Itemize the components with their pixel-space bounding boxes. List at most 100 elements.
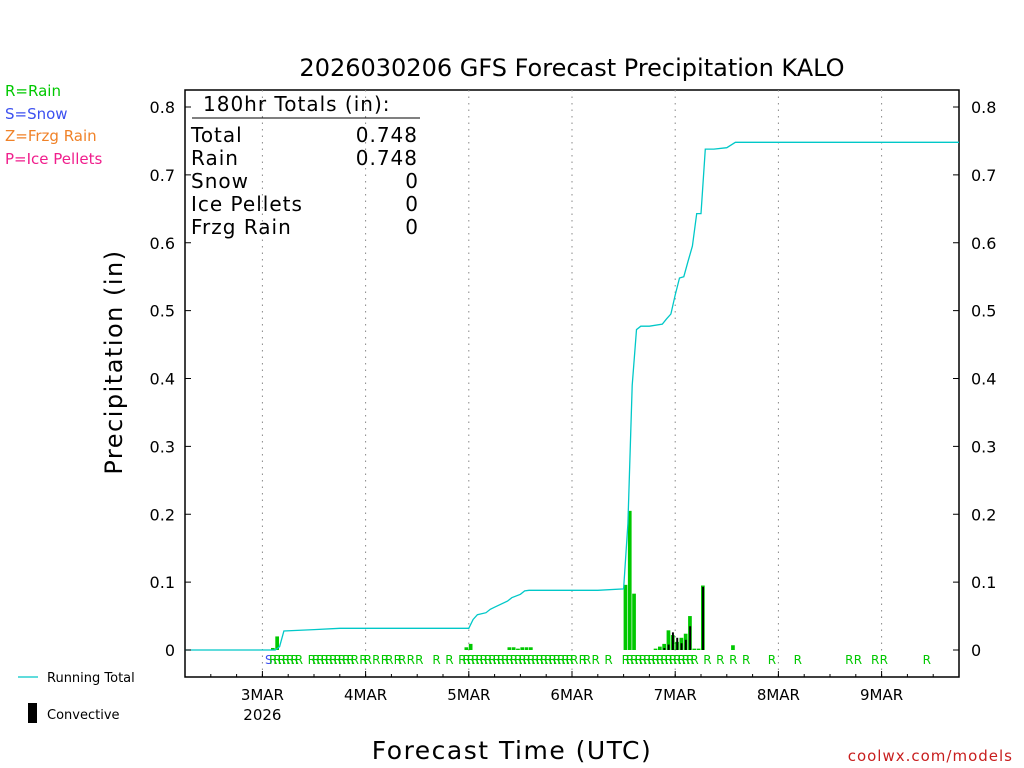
ptype-marker: R xyxy=(871,653,879,667)
ptype-marker: R xyxy=(630,653,638,667)
ptype-marker: R xyxy=(686,653,694,667)
ptype-marker: R xyxy=(643,653,651,667)
ptype-marker: R xyxy=(385,653,393,667)
ptype-marker: R xyxy=(639,653,647,667)
ptype-marker: R xyxy=(351,653,359,667)
convective-bar xyxy=(680,643,683,650)
ptype-marker: R xyxy=(794,653,802,667)
x-tick-label: 6MAR xyxy=(550,686,593,704)
ptype-marker: R xyxy=(462,653,470,667)
y-tick-label-right: 0.3 xyxy=(971,437,996,456)
rain-bar xyxy=(658,646,662,650)
ptype-marker: R xyxy=(604,653,612,667)
x-axis-label: Forecast Time (UTC) xyxy=(372,736,652,765)
y-tick-label-left: 0.1 xyxy=(150,573,175,592)
y-tick-label-left: 0.2 xyxy=(150,505,175,524)
ptype-legend-ice-pellets: P=Ice Pellets xyxy=(5,150,103,168)
convective-legend-swatch xyxy=(28,703,37,723)
y-tick-label-right: 0.7 xyxy=(971,166,996,185)
rain-bar xyxy=(731,645,735,650)
ptype-marker: R xyxy=(544,653,552,667)
ptype-marker: R xyxy=(316,653,324,667)
ptype-marker: R xyxy=(591,653,599,667)
rain-bar xyxy=(511,647,516,650)
running-total-line xyxy=(185,141,959,651)
ptype-marker: R xyxy=(742,653,750,667)
totals-heading: 180hr Totals (in): xyxy=(203,92,391,116)
ptype-marker: R xyxy=(570,653,578,667)
y-tick-label-left: 0.3 xyxy=(150,437,175,456)
ptype-marker: R xyxy=(295,653,303,667)
rain-bar xyxy=(696,648,701,650)
y-tick-label-right: 0.2 xyxy=(971,505,996,524)
ptype-legend-snow: S=Snow xyxy=(5,105,68,123)
ptype-marker: R xyxy=(432,653,440,667)
ptype-marker: R xyxy=(342,653,350,667)
ptype-marker: R xyxy=(480,653,488,667)
ptype-marker: R xyxy=(523,653,531,667)
y-axis-label: Precipitation (in) xyxy=(100,249,128,474)
ptype-marker: R xyxy=(561,653,569,667)
convective-bar xyxy=(684,639,687,650)
rain-bar xyxy=(271,647,275,650)
convective-legend-label: Convective xyxy=(47,708,120,723)
y-tick-label-right: 0.8 xyxy=(971,98,996,117)
y-tick-label-left: 0 xyxy=(165,641,175,660)
totals-label-snow: Snow xyxy=(191,169,249,193)
ptype-marker: R xyxy=(325,653,333,667)
ptype-marker: R xyxy=(854,653,862,667)
ptype-marker: R xyxy=(690,653,698,667)
ptype-marker: R xyxy=(669,653,677,667)
rain-bar xyxy=(632,593,636,650)
ptype-marker: R xyxy=(290,653,298,667)
x-tick-sublabel: 2026 xyxy=(243,706,281,724)
totals-value-rain: 0.748 xyxy=(356,146,418,170)
ptype-marker: R xyxy=(716,653,724,667)
ptype-marker: R xyxy=(540,653,548,667)
credit-text: coolwx.com/models xyxy=(848,747,1013,765)
totals-value-total: 0.748 xyxy=(356,123,418,147)
rain-bar xyxy=(516,648,520,650)
ptype-marker: R xyxy=(278,653,286,667)
ptype-marker: R xyxy=(359,653,367,667)
totals-label-ice-pellets: Ice Pellets xyxy=(191,192,303,216)
ptype-marker: R xyxy=(665,653,673,667)
ptype-marker: R xyxy=(493,653,501,667)
ptype-marker: R xyxy=(923,653,931,667)
ptype-marker: R xyxy=(634,653,642,667)
ptype-marker: R xyxy=(518,653,526,667)
ptype-marker: R xyxy=(505,653,513,667)
y-tick-label-left: 0.5 xyxy=(150,302,175,321)
totals-label-total: Total xyxy=(190,123,243,147)
ptype-marker: S xyxy=(265,653,273,667)
ptype-marker: R xyxy=(321,653,329,667)
ptype-marker: R xyxy=(329,653,337,667)
ptype-marker: R xyxy=(415,653,423,667)
ptype-marker: R xyxy=(381,653,389,667)
ptype-marker: R xyxy=(484,653,492,667)
ptype-marker: R xyxy=(475,653,483,667)
ptype-marker: R xyxy=(467,653,475,667)
totals-label-frzg-rain: Frzg Rain xyxy=(191,215,292,239)
ptype-marker: R xyxy=(514,653,522,667)
ptype-marker: R xyxy=(346,653,354,667)
ptype-marker: R xyxy=(703,653,711,667)
rain-bar xyxy=(666,630,671,650)
convective-bar xyxy=(702,586,705,650)
x-tick-label: 3MAR xyxy=(241,686,284,704)
ptype-marker: R xyxy=(583,653,591,667)
totals-value-ice-pellets: 0 xyxy=(405,192,418,216)
ptype-marker: R xyxy=(398,653,406,667)
totals-value-snow: 0 xyxy=(405,169,418,193)
ptype-marker: R xyxy=(497,653,505,667)
ptype-marker: R xyxy=(553,653,561,667)
x-tick-label: 7MAR xyxy=(654,686,697,704)
ptype-marker: R xyxy=(407,653,415,667)
running-total-legend-label: Running Total xyxy=(47,671,135,686)
x-tick-label: 9MAR xyxy=(860,686,903,704)
ptype-marker: R xyxy=(647,653,655,667)
ptype-marker: R xyxy=(622,653,630,667)
y-tick-label-right: 0.6 xyxy=(971,234,996,253)
ptype-marker: R xyxy=(308,653,316,667)
